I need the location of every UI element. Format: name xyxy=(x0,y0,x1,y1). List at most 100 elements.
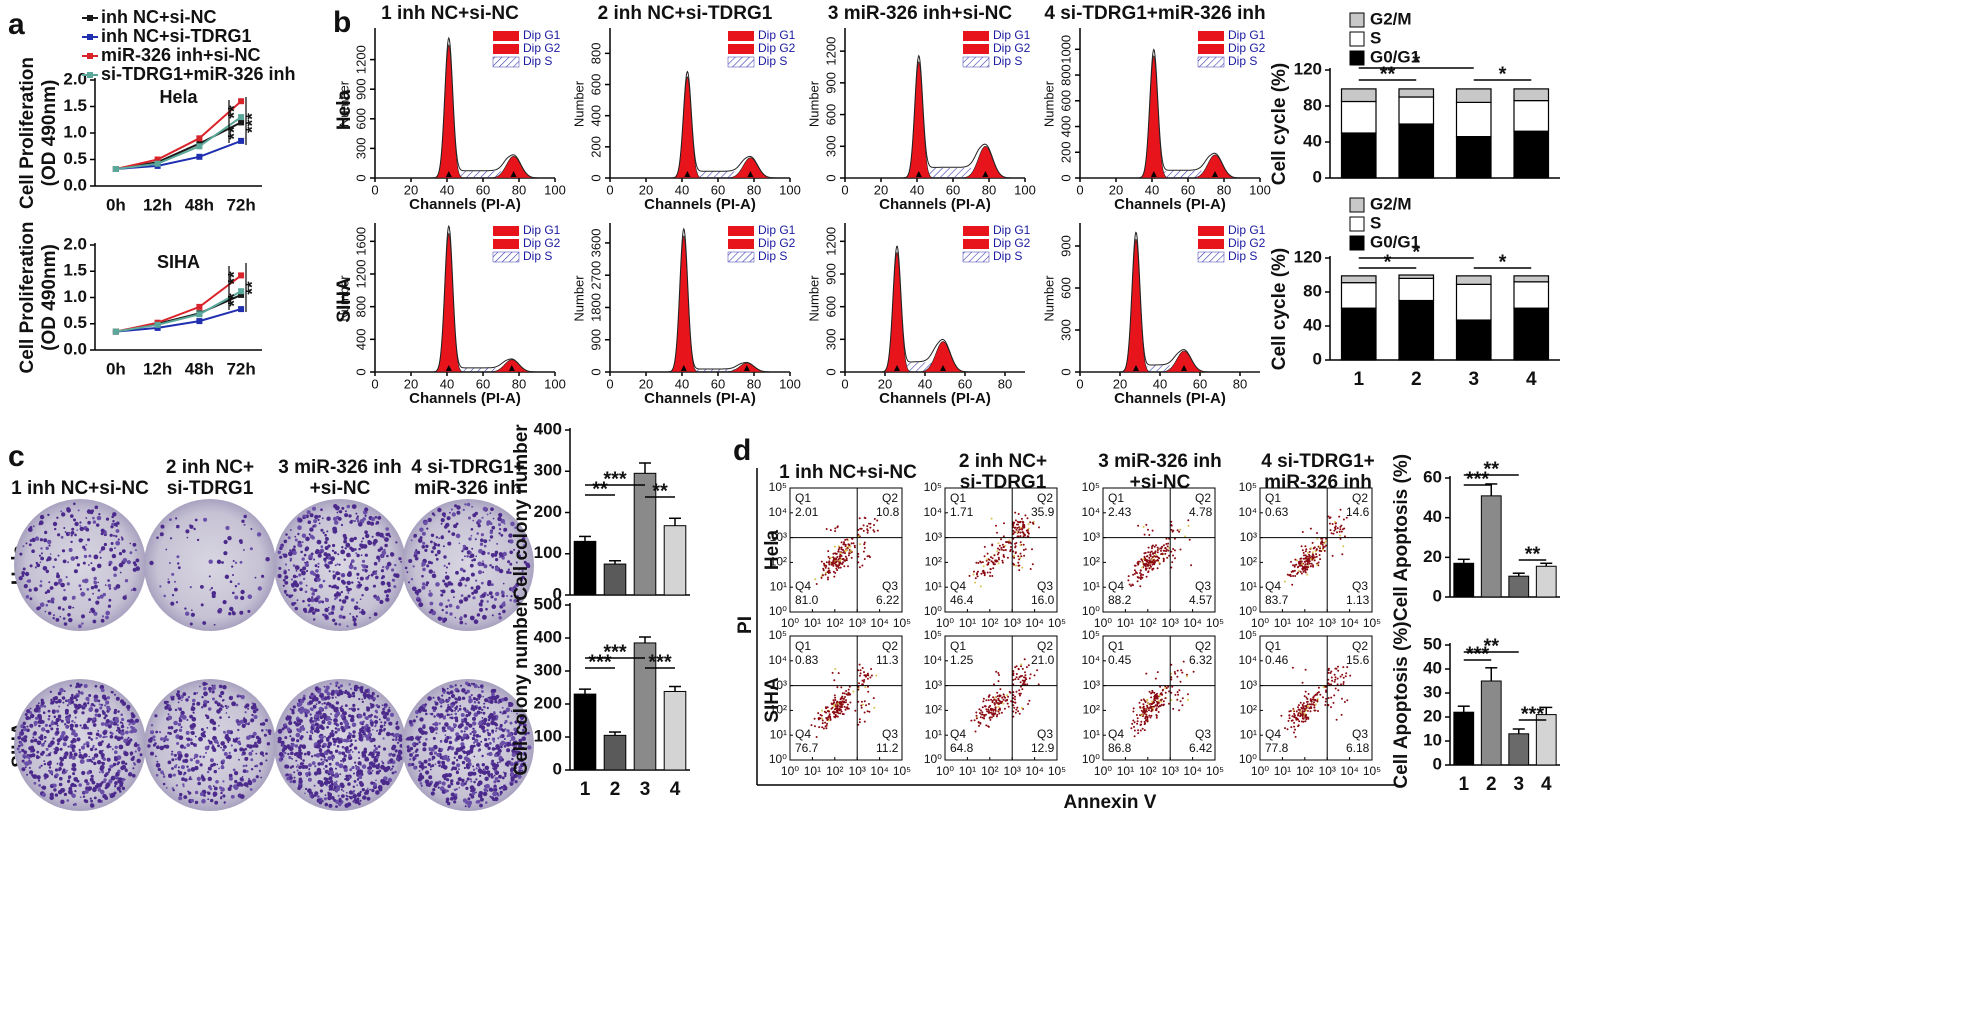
colony xyxy=(171,572,175,576)
event-dot xyxy=(866,525,869,528)
colony xyxy=(55,717,60,723)
colony xyxy=(361,698,364,701)
colony xyxy=(382,762,385,765)
colony xyxy=(238,737,240,739)
x-tick-label: 1 xyxy=(580,779,591,800)
colony xyxy=(466,555,469,558)
colony xyxy=(20,743,24,747)
colony xyxy=(499,711,502,714)
colony xyxy=(111,522,115,526)
colony xyxy=(381,554,384,558)
event-dot xyxy=(1019,520,1022,523)
event-dot xyxy=(862,550,865,553)
colony xyxy=(454,716,459,720)
colony xyxy=(358,802,361,806)
colony xyxy=(370,694,374,698)
y-tick-label: 300 xyxy=(1058,319,1073,341)
g1-peak xyxy=(610,76,790,179)
colony xyxy=(78,584,82,588)
colony xyxy=(502,551,507,557)
marker xyxy=(196,143,203,150)
colony xyxy=(334,727,338,730)
y-tick-label: 10¹ xyxy=(770,579,787,593)
envelope xyxy=(1080,231,1260,373)
colony xyxy=(498,616,502,620)
colony xyxy=(60,799,65,804)
x-tick-label: 72h xyxy=(226,359,255,378)
colony xyxy=(480,533,484,537)
colony xyxy=(176,690,180,694)
event-dot xyxy=(1145,567,1148,570)
row-label: SIHA xyxy=(334,277,355,323)
colony xyxy=(85,527,90,532)
colony xyxy=(257,586,262,591)
event-dot xyxy=(1154,553,1157,556)
colony xyxy=(370,706,373,709)
y-tick-label: 200 xyxy=(534,502,562,521)
colony xyxy=(510,710,513,712)
legend-label: Dip G1 xyxy=(758,28,796,42)
colony xyxy=(424,731,428,735)
colony xyxy=(335,799,340,804)
colony xyxy=(194,753,199,758)
colony xyxy=(345,585,348,589)
colony xyxy=(320,545,324,549)
event-dot xyxy=(997,562,1000,565)
colony xyxy=(516,595,519,598)
colony xyxy=(79,525,82,527)
colony xyxy=(454,684,457,687)
envelope xyxy=(845,245,1025,373)
colony xyxy=(177,566,181,570)
colony xyxy=(524,742,527,745)
colony xyxy=(48,715,51,718)
colony xyxy=(358,733,363,738)
colony xyxy=(76,695,79,698)
colony xyxy=(48,581,51,584)
colony xyxy=(53,581,59,587)
colony xyxy=(340,759,343,762)
event-dot xyxy=(837,558,840,561)
event-dot xyxy=(1134,571,1137,573)
colony xyxy=(89,797,92,800)
event-dot xyxy=(988,558,991,561)
colony xyxy=(381,550,387,555)
event-dot xyxy=(1013,563,1015,566)
colony xyxy=(489,530,493,535)
colony xyxy=(415,766,418,768)
colony xyxy=(57,554,60,557)
colony xyxy=(105,735,108,738)
colony xyxy=(102,730,107,735)
colony xyxy=(250,768,254,771)
event-dot xyxy=(843,542,845,545)
colony xyxy=(212,791,218,797)
colony xyxy=(291,711,295,715)
event-dot xyxy=(829,529,832,532)
colony xyxy=(338,785,341,788)
colony xyxy=(433,721,439,727)
colony xyxy=(464,805,467,808)
y-tick-label: 800 xyxy=(588,43,603,65)
colony xyxy=(82,545,86,549)
colony xyxy=(49,690,52,694)
colony xyxy=(73,732,78,738)
colony xyxy=(252,709,257,714)
event-dot xyxy=(837,564,839,567)
colony xyxy=(516,554,521,559)
colony xyxy=(246,735,251,740)
bar xyxy=(663,525,687,596)
colony xyxy=(357,522,363,527)
event-dot xyxy=(1019,541,1022,544)
colony xyxy=(240,695,245,700)
colony xyxy=(98,513,101,516)
colony xyxy=(93,611,98,616)
colony xyxy=(342,574,344,577)
colony xyxy=(290,578,294,581)
colony xyxy=(414,750,418,753)
colony xyxy=(464,726,469,731)
colony xyxy=(476,532,480,535)
colony xyxy=(96,515,102,521)
colony xyxy=(408,581,410,584)
colony xyxy=(472,727,475,730)
colony xyxy=(444,525,448,529)
colony xyxy=(346,734,352,740)
